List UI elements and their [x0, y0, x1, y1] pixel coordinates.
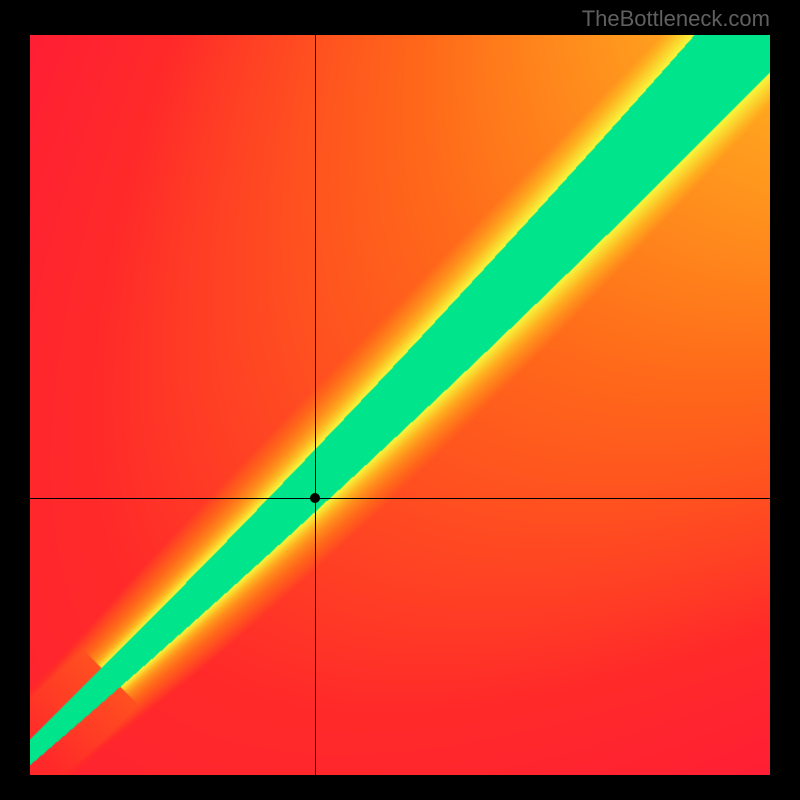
- crosshair-horizontal: [30, 498, 770, 499]
- watermark-text: TheBottleneck.com: [582, 6, 770, 32]
- heatmap-plot-area: [30, 35, 770, 775]
- crosshair-vertical: [315, 35, 316, 775]
- heatmap-canvas: [30, 35, 770, 775]
- crosshair-marker: [310, 493, 320, 503]
